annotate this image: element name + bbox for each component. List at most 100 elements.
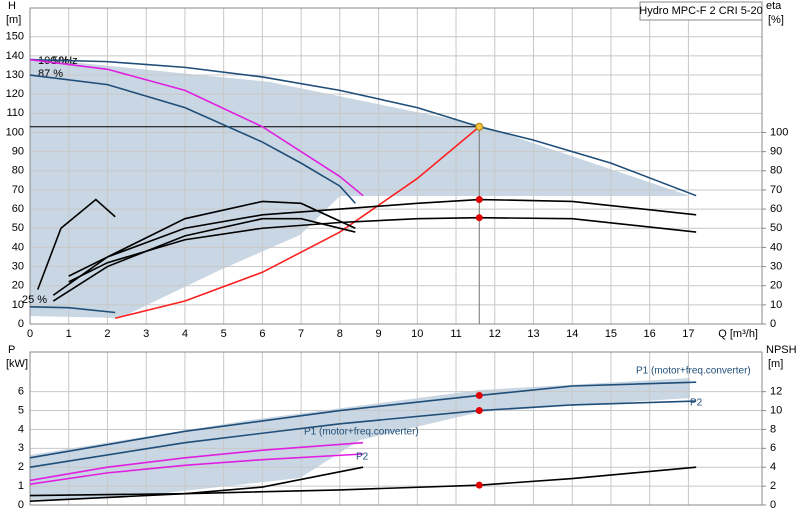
y-tick-label: 130 [6, 69, 24, 81]
x-tick-label: 6 [259, 328, 265, 340]
x-tick-label: 8 [337, 328, 343, 340]
y-axis-label: P [8, 344, 15, 356]
x-tick-label: 5 [221, 328, 227, 340]
y2-tick-label: 50 [770, 222, 782, 234]
y2-tick-label: 60 [770, 203, 782, 215]
y-tick-label: 4 [18, 423, 24, 435]
y-tick-label: 5 [18, 404, 24, 416]
curve [68, 216, 697, 283]
series-label: P2 [356, 452, 369, 463]
operating-point [475, 196, 483, 204]
curve [52, 200, 356, 296]
y2-tick-label: 30 [770, 260, 782, 272]
y-tick-label: 150 [6, 31, 24, 43]
x-tick-label: 2 [104, 328, 110, 340]
y2-tick-label: 40 [770, 241, 782, 253]
annotation: 25 % [22, 294, 47, 306]
y-tick-label: 90 [12, 146, 24, 158]
y2-tick-label: 4 [770, 461, 776, 473]
series-label: P1 (motor+freq.converter) [636, 366, 751, 377]
y2-tick-label: 10 [770, 299, 782, 311]
y-tick-label: 30 [12, 260, 24, 272]
x-tick-label: 15 [605, 328, 617, 340]
curve [29, 441, 364, 482]
y-axis-unit: [m] [6, 14, 21, 26]
y-tick-label: 2 [18, 461, 24, 473]
y-tick-label: 110 [6, 107, 24, 119]
y-tick-label: 0 [18, 318, 24, 330]
operating-point [475, 481, 483, 489]
y-tick-label: 6 [18, 386, 24, 398]
curve [29, 305, 116, 314]
x-tick-label: 11 [450, 328, 461, 340]
y2-tick-label: 8 [770, 423, 776, 435]
y2-axis-label: eta [766, 0, 782, 12]
title-box [639, 1, 763, 21]
y2-tick-label: 100 [770, 126, 788, 138]
plot-frame [29, 351, 763, 506]
curve [29, 453, 364, 486]
y-tick-label: 40 [12, 241, 24, 253]
curve [52, 217, 356, 302]
x-tick-label: 0 [27, 328, 33, 340]
y2-tick-label: 70 [770, 184, 782, 196]
y-tick-label: 70 [12, 184, 24, 196]
y2-axis-unit: [%] [768, 14, 784, 26]
curve [29, 74, 356, 204]
x-tick-label: 4 [182, 328, 188, 340]
y-tick-label: 100 [6, 126, 24, 138]
plot-frame [29, 7, 763, 325]
y-axis-label: H [8, 0, 16, 12]
curve [36, 198, 116, 290]
operating-point [475, 407, 483, 415]
y-tick-label: 80 [12, 165, 24, 177]
curve [29, 466, 697, 497]
x-tick-label: 12 [489, 328, 501, 340]
curve [29, 58, 697, 197]
y-tick-label: 20 [12, 280, 24, 292]
x-tick-label: 17 [682, 328, 694, 340]
y2-tick-label: 6 [770, 442, 776, 454]
y2-tick-label: 0 [770, 499, 776, 511]
series-label: P1 (motor+freq.converter) [304, 427, 419, 438]
y2-tick-label: 90 [770, 146, 782, 158]
y-axis-unit: [kW] [6, 358, 28, 370]
curve [29, 381, 697, 459]
x-tick-label: 10 [411, 328, 423, 340]
x-tick-label: 7 [298, 328, 304, 340]
x-tick-label: 3 [143, 328, 149, 340]
curve [29, 400, 697, 469]
operating-point [475, 391, 483, 399]
y2-axis-unit: [m] [768, 358, 783, 370]
x-tick-label: 9 [376, 328, 382, 340]
curve [115, 126, 480, 320]
y2-tick-label: 2 [770, 480, 776, 492]
y-tick-label: 3 [18, 442, 24, 454]
y-tick-label: 120 [6, 88, 24, 100]
y2-tick-label: 10 [770, 404, 782, 416]
y-tick-label: 140 [6, 50, 24, 62]
chart-title: Hydro MPC-F 2 CRI 5-20 [639, 5, 762, 17]
operating-area [30, 58, 690, 318]
y-tick-label: 60 [12, 203, 24, 215]
curve [29, 58, 364, 197]
curve [29, 466, 364, 503]
x-tick-label: 13 [527, 328, 539, 340]
y-tick-label: 10 [12, 299, 24, 311]
series-label: P2 [690, 398, 703, 409]
x-tick-label: 16 [644, 328, 656, 340]
x-tick-label: 14 [566, 328, 578, 340]
y-tick-label: 1 [18, 480, 24, 492]
x-tick-label: 1 [66, 328, 72, 340]
y2-tick-label: 12 [770, 386, 782, 398]
y-tick-label: 0 [18, 499, 24, 511]
operating-point [475, 122, 484, 131]
y2-tick-label: 20 [770, 280, 782, 292]
y2-axis-label: NPSH [766, 344, 797, 356]
operating-point [475, 214, 483, 222]
y2-tick-label: 80 [770, 165, 782, 177]
curve [68, 198, 697, 277]
x-axis-label: Q [m³/h] [718, 328, 758, 340]
y2-tick-label: 0 [770, 318, 776, 330]
